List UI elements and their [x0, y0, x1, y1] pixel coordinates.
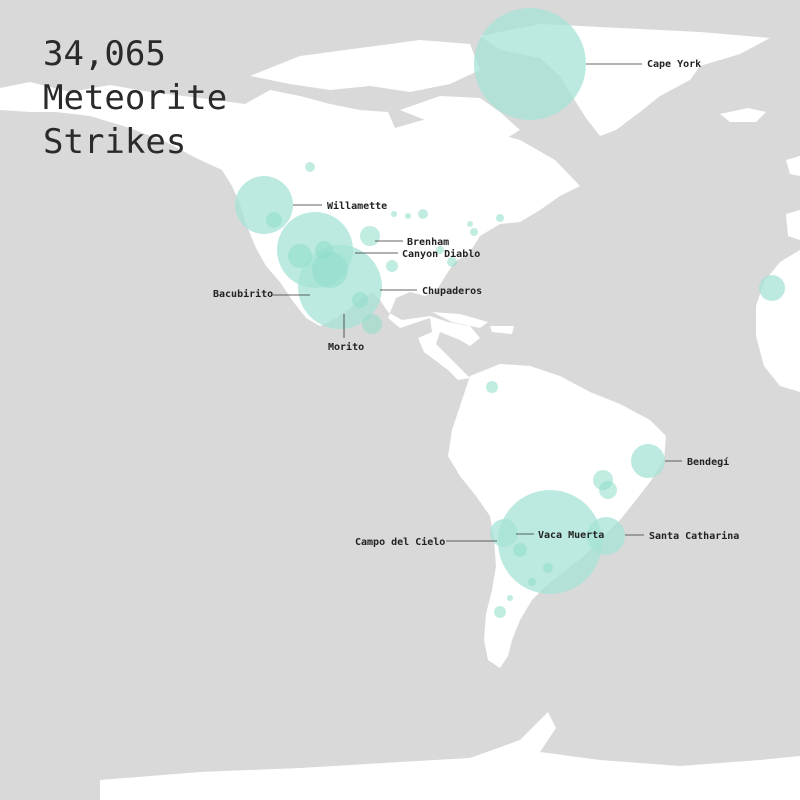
- strike-small[interactable]: [507, 595, 513, 601]
- label-morito: Morito: [328, 341, 364, 353]
- strike-small[interactable]: [418, 209, 428, 219]
- strike-santa-catharina[interactable]: [587, 517, 625, 555]
- strike-willamette[interactable]: [235, 176, 293, 234]
- label-canyon-diablo: Canyon Diablo: [402, 248, 480, 260]
- strike-small[interactable]: [447, 257, 457, 267]
- strike-small[interactable]: [305, 162, 315, 172]
- strike-small[interactable]: [436, 246, 444, 254]
- landmass-arctic-islands: [250, 40, 480, 92]
- strike-markers: [235, 8, 785, 618]
- strike-small[interactable]: [470, 228, 478, 236]
- strike-small[interactable]: [312, 252, 348, 288]
- label-cape-york: Cape York: [647, 59, 701, 70]
- label-chupaderos: Chupaderos: [422, 286, 482, 297]
- label-campo-del-cielo: Campo del Cielo: [355, 536, 445, 548]
- strike-small[interactable]: [467, 221, 473, 227]
- strike-bendegi[interactable]: [631, 444, 665, 478]
- strike-small[interactable]: [496, 214, 504, 222]
- strike-small[interactable]: [486, 381, 498, 393]
- strike-small[interactable]: [405, 213, 411, 219]
- strike-small[interactable]: [352, 292, 368, 308]
- strike-africa[interactable]: [759, 275, 785, 301]
- landmass-antarctica: [100, 712, 800, 800]
- landmass-iceland: [720, 108, 766, 122]
- strike-small[interactable]: [599, 481, 617, 499]
- label-bacubirito: Bacubirito: [213, 288, 273, 300]
- label-vaca-muerta: Vaca Muerta: [538, 530, 604, 541]
- strike-small[interactable]: [362, 314, 382, 334]
- map-title: 34,065 Meteorite Strikes: [43, 32, 227, 164]
- landmass-iberia-edge: [786, 210, 800, 240]
- strike-vaca-muerta[interactable]: [498, 490, 602, 594]
- strike-small[interactable]: [360, 226, 380, 246]
- strike-small[interactable]: [315, 241, 333, 259]
- landmass-hispaniola: [490, 326, 514, 334]
- title-line-meteorite: Meteorite: [43, 78, 228, 118]
- strike-small[interactable]: [513, 543, 527, 557]
- strike-count: 34,065: [43, 34, 166, 74]
- strike-campo-del-cielo[interactable]: [490, 519, 518, 547]
- strike-small[interactable]: [288, 244, 312, 268]
- landmass-baffin: [400, 96, 520, 142]
- strike-small[interactable]: [266, 212, 282, 228]
- landmass-cuba: [432, 312, 488, 328]
- strike-small[interactable]: [494, 606, 506, 618]
- strike-small[interactable]: [543, 563, 553, 573]
- strike-small[interactable]: [528, 578, 536, 586]
- strike-labels: Cape York Willamette Brenham Canyon Diab…: [213, 59, 739, 548]
- title-line-strikes: Strikes: [43, 122, 187, 162]
- strike-small[interactable]: [391, 211, 397, 217]
- landmass-africa-edge: [756, 250, 800, 392]
- label-santa-catharina: Santa Catharina: [649, 530, 739, 542]
- landmass-europe-edge: [786, 156, 800, 176]
- label-brenham: Brenham: [407, 237, 449, 248]
- label-bendegi: Bendegí: [687, 456, 729, 468]
- leader-lines: [273, 63, 682, 542]
- strike-small[interactable]: [386, 260, 398, 272]
- strike-cape-york[interactable]: [474, 8, 586, 120]
- label-willamette: Willamette: [327, 200, 387, 212]
